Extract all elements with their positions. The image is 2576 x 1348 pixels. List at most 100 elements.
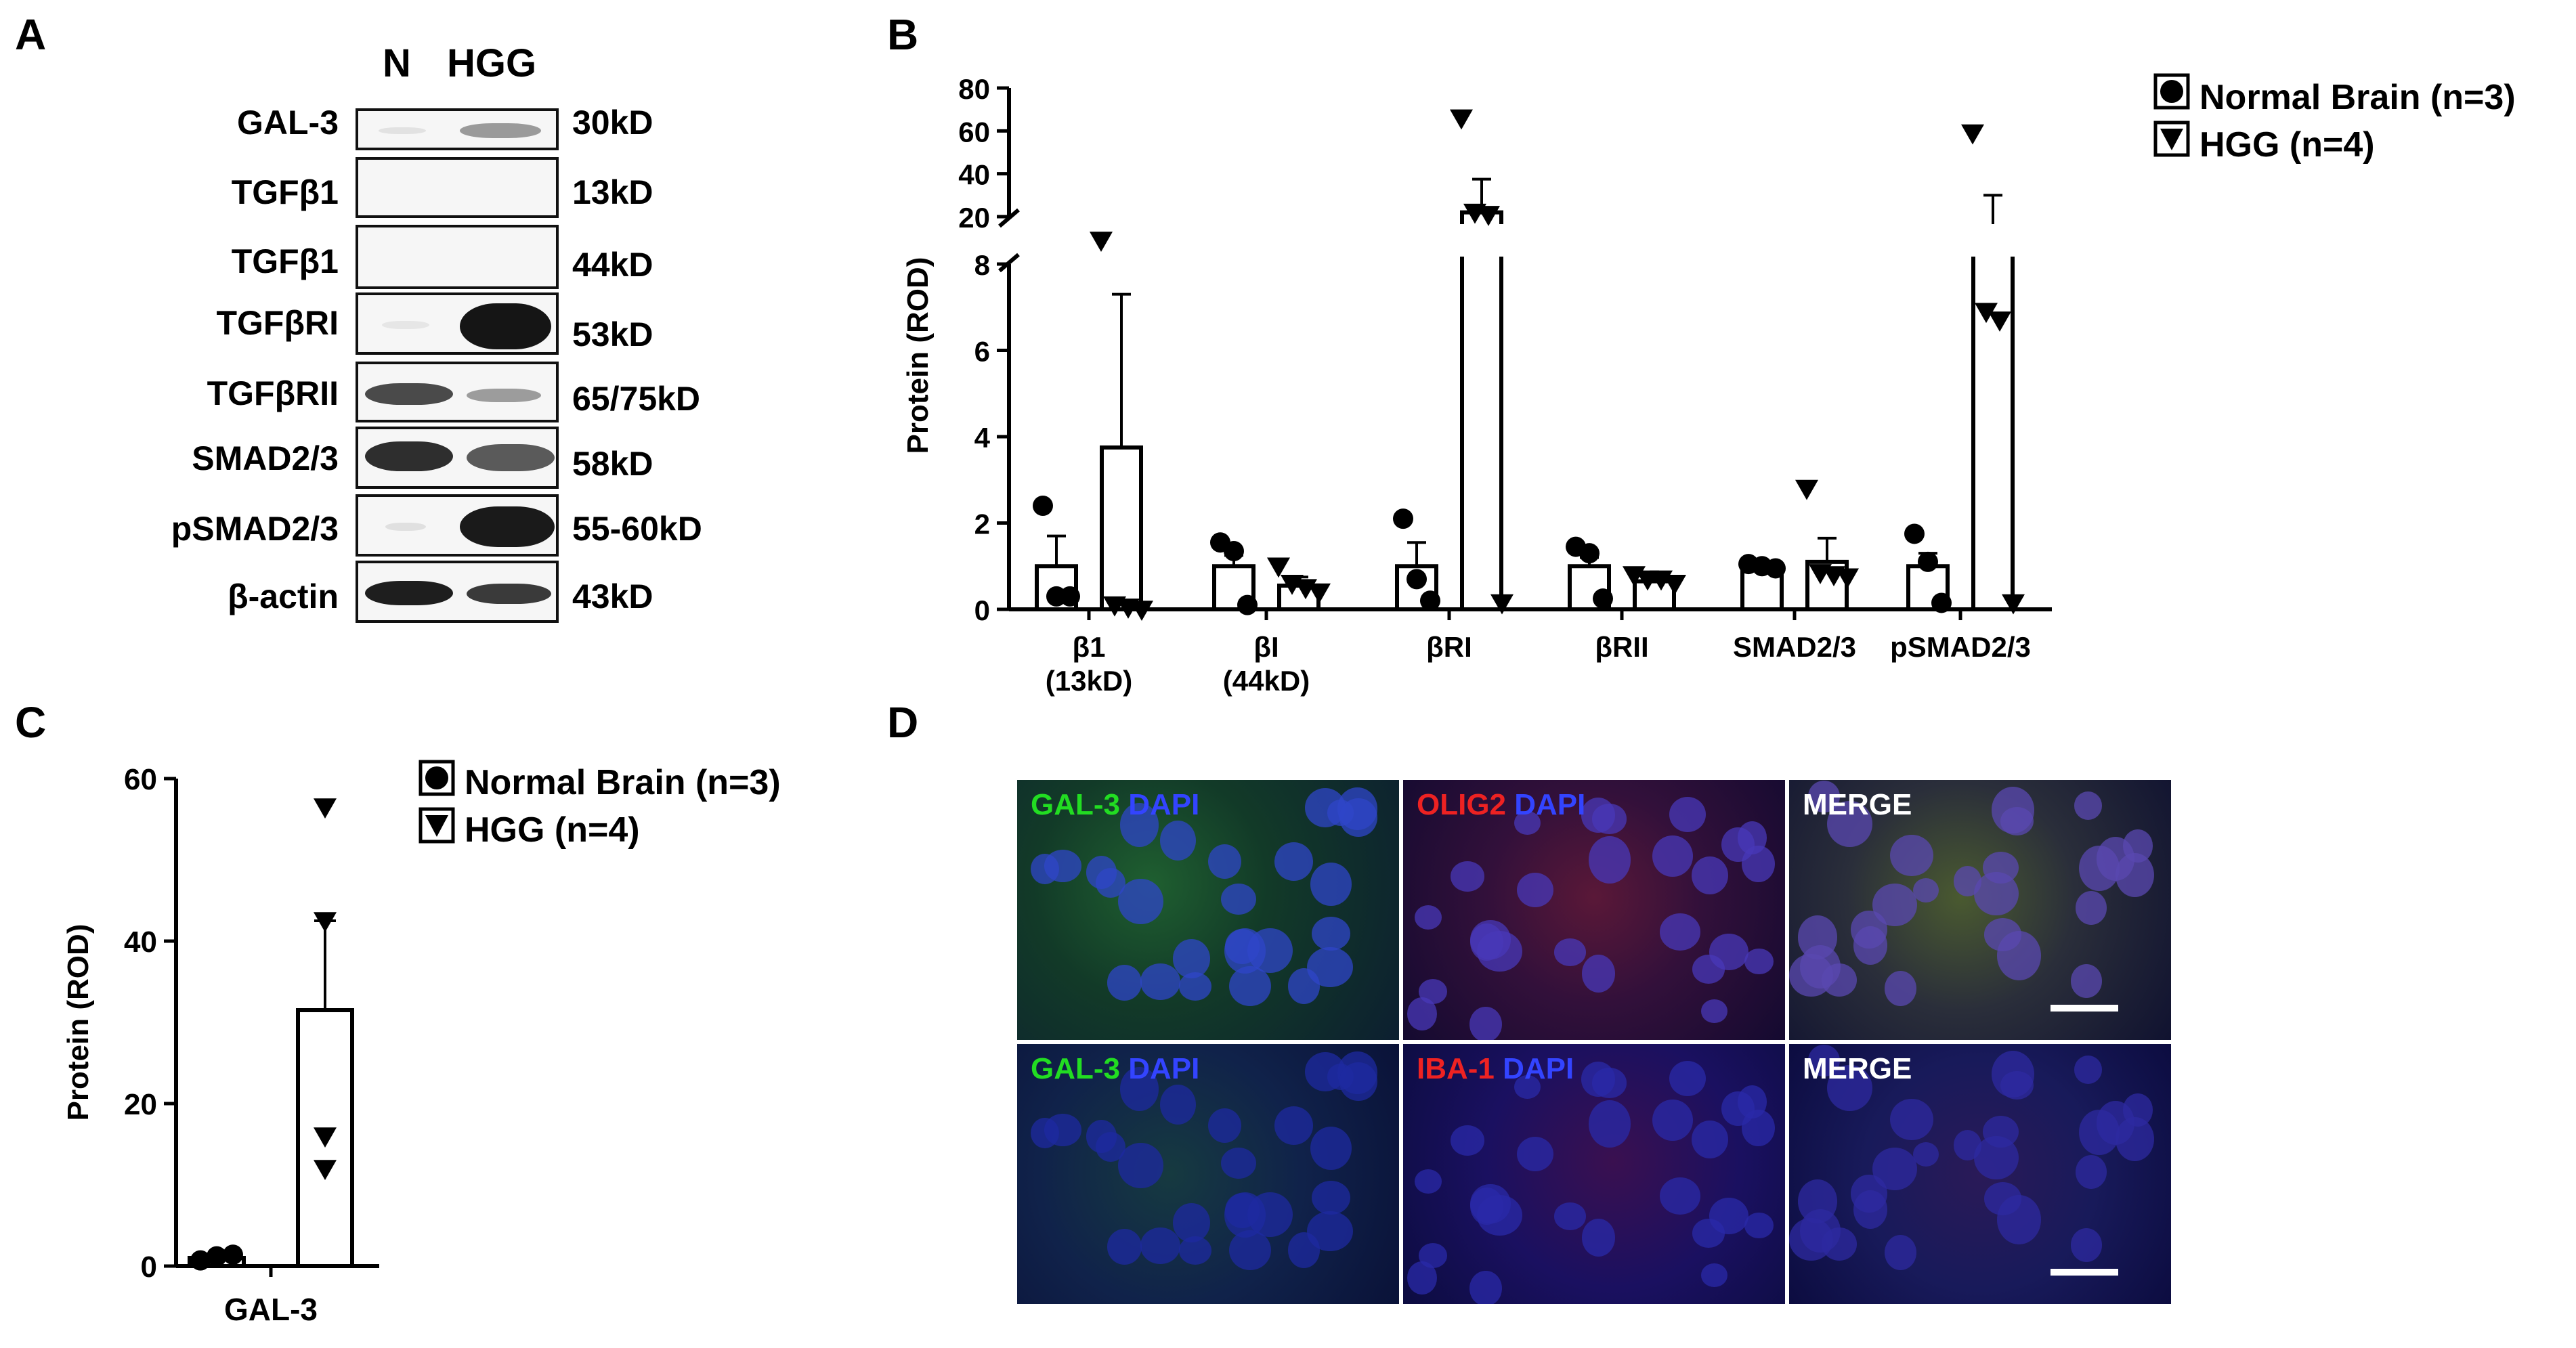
- data-point-triangle: [1267, 557, 1290, 578]
- blot-size: 53kD: [572, 316, 653, 353]
- nucleus-blob: [1581, 797, 1616, 833]
- y-tick-label: 80: [958, 73, 990, 105]
- lane-label-n: N: [383, 41, 411, 85]
- legend-normal-label: Normal Brain (n=3): [465, 763, 781, 802]
- x-tick-label: pSMAD2/3: [1890, 631, 2031, 663]
- bar: [1460, 210, 1503, 611]
- chart-b: 0 2 4 6 8 20 40 60 80 Protein (ROD) β1(13kD) βI(44k…: [901, 73, 2052, 697]
- nucleus-blob: [1469, 1271, 1502, 1304]
- nucleus-blob: [1221, 1148, 1257, 1179]
- nucleus-blob: [1709, 1198, 1748, 1234]
- nucleus-blob: [1581, 954, 1616, 993]
- micrograph-label: OLIG2 DAPI: [1417, 788, 1585, 822]
- bar: [1633, 579, 1676, 611]
- scale-bar: [2051, 1005, 2118, 1012]
- bar: [1971, 238, 2015, 611]
- x-tick-label: (13kD): [1046, 665, 1132, 697]
- blot-strip-gal3: [356, 108, 559, 150]
- micrograph-label-part: DAPI: [1494, 1052, 1574, 1085]
- blot-label: SMAD2/3: [192, 439, 339, 477]
- scale-bar: [2051, 1269, 2118, 1276]
- data-point-circle: [1224, 540, 1244, 561]
- data-point-circle: [1033, 496, 1053, 516]
- data-point-circle: [1904, 523, 1925, 544]
- data-point-triangle: [1090, 232, 1113, 252]
- data-point-triangle: [2002, 594, 2025, 615]
- nucleus-blob: [1339, 1062, 1378, 1102]
- nucleus-blob: [2075, 1155, 2107, 1189]
- nucleus-blob: [1339, 798, 1378, 838]
- bar-break-gap: [1969, 224, 2017, 257]
- nucleus-blob: [1160, 1084, 1197, 1125]
- nucleus-blob: [1140, 963, 1181, 1001]
- blot-strip-tgfb1-44: [356, 225, 559, 289]
- blot-strip-tgfbri: [356, 292, 559, 355]
- micrograph-panel: IBA-1 DAPI: [1402, 1043, 1786, 1305]
- blot-label: GAL-3: [237, 104, 339, 142]
- nucleus-blob: [1119, 1067, 1159, 1111]
- data-point-circle: [207, 1246, 227, 1267]
- nucleus-blob: [1659, 1177, 1701, 1215]
- nucleus-blob: [1913, 1142, 1939, 1167]
- nucleus-blob: [2075, 891, 2107, 925]
- x-tick-label: GAL-3: [224, 1292, 318, 1327]
- micrograph-panel: MERGE: [1788, 1043, 2172, 1305]
- nucleus-blob: [1652, 1100, 1693, 1141]
- nucleus-blob: [1992, 787, 2035, 833]
- nucleus-blob: [1588, 836, 1631, 884]
- nucleus-blob: [2074, 1056, 2102, 1084]
- y-tick-label: 20: [958, 202, 990, 234]
- blot-size: 65/75kD: [572, 380, 701, 418]
- nucleus-blob: [1044, 850, 1082, 882]
- micrograph-label-part: MERGE: [1803, 788, 1912, 821]
- micrograph-label: GAL-3 DAPI: [1031, 1052, 1199, 1086]
- data-point-triangle: [1961, 124, 1984, 145]
- micrograph-label-part: OLIG2: [1417, 788, 1507, 821]
- nucleus-blob: [1307, 1211, 1353, 1252]
- nucleus-blob: [1274, 842, 1313, 881]
- x-tick-label: (44kD): [1223, 665, 1310, 697]
- data-point-circle: [1407, 569, 1427, 590]
- y-axis-label: Protein (ROD): [62, 924, 95, 1121]
- nucleus-blob: [1588, 1100, 1631, 1148]
- nucleus-blob: [1247, 1192, 1293, 1238]
- nucleus-blob: [1885, 971, 1916, 1007]
- nucleus-blob: [1119, 803, 1159, 847]
- nucleus-blob: [1890, 834, 1933, 877]
- data-point-triangle: [1836, 568, 1859, 589]
- y-tick-label: 60: [958, 116, 990, 148]
- nucleus-blob: [2070, 1228, 2102, 1262]
- nucleus-blob: [2122, 829, 2153, 863]
- blot-size: 44kD: [572, 246, 653, 284]
- micrograph-label: MERGE: [1803, 1052, 1912, 1086]
- x-tick-label: βI: [1253, 631, 1279, 663]
- nucleus-blob: [1744, 1212, 1774, 1238]
- y-tick-label: 0: [141, 1251, 157, 1284]
- nucleus-blob: [1208, 844, 1242, 879]
- blot-label: pSMAD2/3: [171, 510, 339, 548]
- blot-label: β-actin: [228, 578, 339, 615]
- nucleus-blob: [1107, 965, 1142, 1001]
- blot-label: TGFβRI: [216, 304, 339, 342]
- nucleus-blob: [1701, 1263, 1728, 1287]
- nucleus-blob: [1744, 948, 1774, 974]
- micrograph-panel: MERGE: [1788, 779, 2172, 1041]
- blot-strip-psmad23: [356, 494, 559, 557]
- micrograph-label-part: GAL-3: [1031, 1052, 1120, 1085]
- nucleus-blob: [1107, 1229, 1142, 1265]
- nucleus-blob: [1827, 1064, 1872, 1111]
- blot-size: 30kD: [572, 104, 653, 142]
- nucleus-blob: [1095, 868, 1125, 898]
- nucleus-blob: [2078, 845, 2120, 892]
- nucleus-blob: [1737, 1085, 1767, 1118]
- data-point-triangle: [1308, 583, 1331, 604]
- panel-letter-c: C: [15, 698, 47, 747]
- data-point-circle: [1393, 508, 1413, 529]
- legend-circle-marker: [418, 760, 455, 796]
- micrograph-label-part: DAPI: [1506, 788, 1586, 821]
- panel-letter-a: A: [15, 10, 47, 59]
- x-tick-label: SMAD2/3: [1733, 631, 1856, 663]
- legend-hgg-label: HGG (n=4): [465, 810, 640, 850]
- data-point-triangle: [1130, 601, 1153, 621]
- data-point-circle: [1931, 592, 1952, 613]
